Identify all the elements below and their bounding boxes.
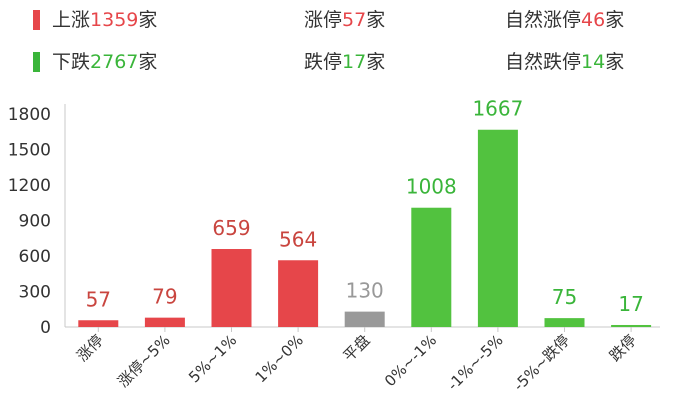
bar-value-label: 79 (152, 285, 177, 309)
bar (477, 129, 518, 327)
bar (211, 249, 252, 327)
y-tick-label: 1500 (8, 141, 51, 161)
x-category-label: -5%~跌停 (510, 331, 573, 394)
y-tick-label: 600 (19, 247, 51, 267)
fall-count: 下跌2767家 (52, 51, 158, 73)
bar (144, 317, 185, 327)
bar-value-label: 75 (552, 285, 577, 309)
bar-value-label: 1667 (472, 97, 523, 121)
bar-value-label: 564 (279, 227, 317, 251)
x-category-label: 平盘 (340, 331, 374, 365)
bar-value-label: 17 (618, 292, 643, 316)
bar-value-label: 659 (212, 216, 250, 240)
x-category-label: -1%~-5% (444, 331, 507, 394)
bar (544, 318, 585, 327)
bar-value-label: 57 (86, 287, 111, 311)
y-tick-label: 1800 (8, 105, 51, 125)
x-category-label: 0%~-1% (381, 331, 440, 390)
bar (611, 324, 652, 327)
bar (411, 207, 452, 327)
natural-limit-up-count: 自然涨停46家 (505, 9, 625, 31)
red-swatch-icon (33, 10, 40, 30)
y-tick-label: 300 (19, 283, 51, 303)
y-tick-label: 1200 (8, 176, 51, 196)
rise-count: 上涨1359家 (52, 9, 158, 31)
bar (278, 260, 319, 327)
distribution-bar-chart: 0 300 600 900 1200 1500 1800 57 涨停 79 涨停~5% 659 5%~1… (8, 97, 660, 395)
bar (344, 311, 385, 327)
bar-value-label: 1008 (406, 175, 457, 199)
y-tick-label: 900 (19, 212, 51, 232)
summary-stats: 上涨1359家 涨停57家 自然涨停46家 下跌2767家 跌停17家 自然跌停… (0, 0, 673, 90)
limit-up-count: 涨停57家 (304, 9, 386, 31)
limit-down-count: 跌停17家 (304, 51, 386, 73)
rise-stats-row: 上涨1359家 涨停57家 自然涨停46家 (0, 6, 673, 36)
fall-stats-row: 下跌2767家 跌停17家 自然跌停14家 (0, 48, 673, 78)
green-swatch-icon (33, 52, 40, 72)
y-tick-label: 0 (40, 318, 51, 338)
x-category-label: 涨停 (73, 331, 107, 365)
bar-value-label: 130 (346, 279, 384, 303)
natural-limit-down-count: 自然跌停14家 (505, 51, 625, 73)
bar (78, 320, 119, 327)
x-category-label: 1%~0% (252, 331, 307, 386)
x-category-label: 涨停~5% (114, 331, 174, 391)
x-category-label: 5%~1% (185, 331, 240, 386)
x-category-label: 跌停 (606, 331, 640, 365)
